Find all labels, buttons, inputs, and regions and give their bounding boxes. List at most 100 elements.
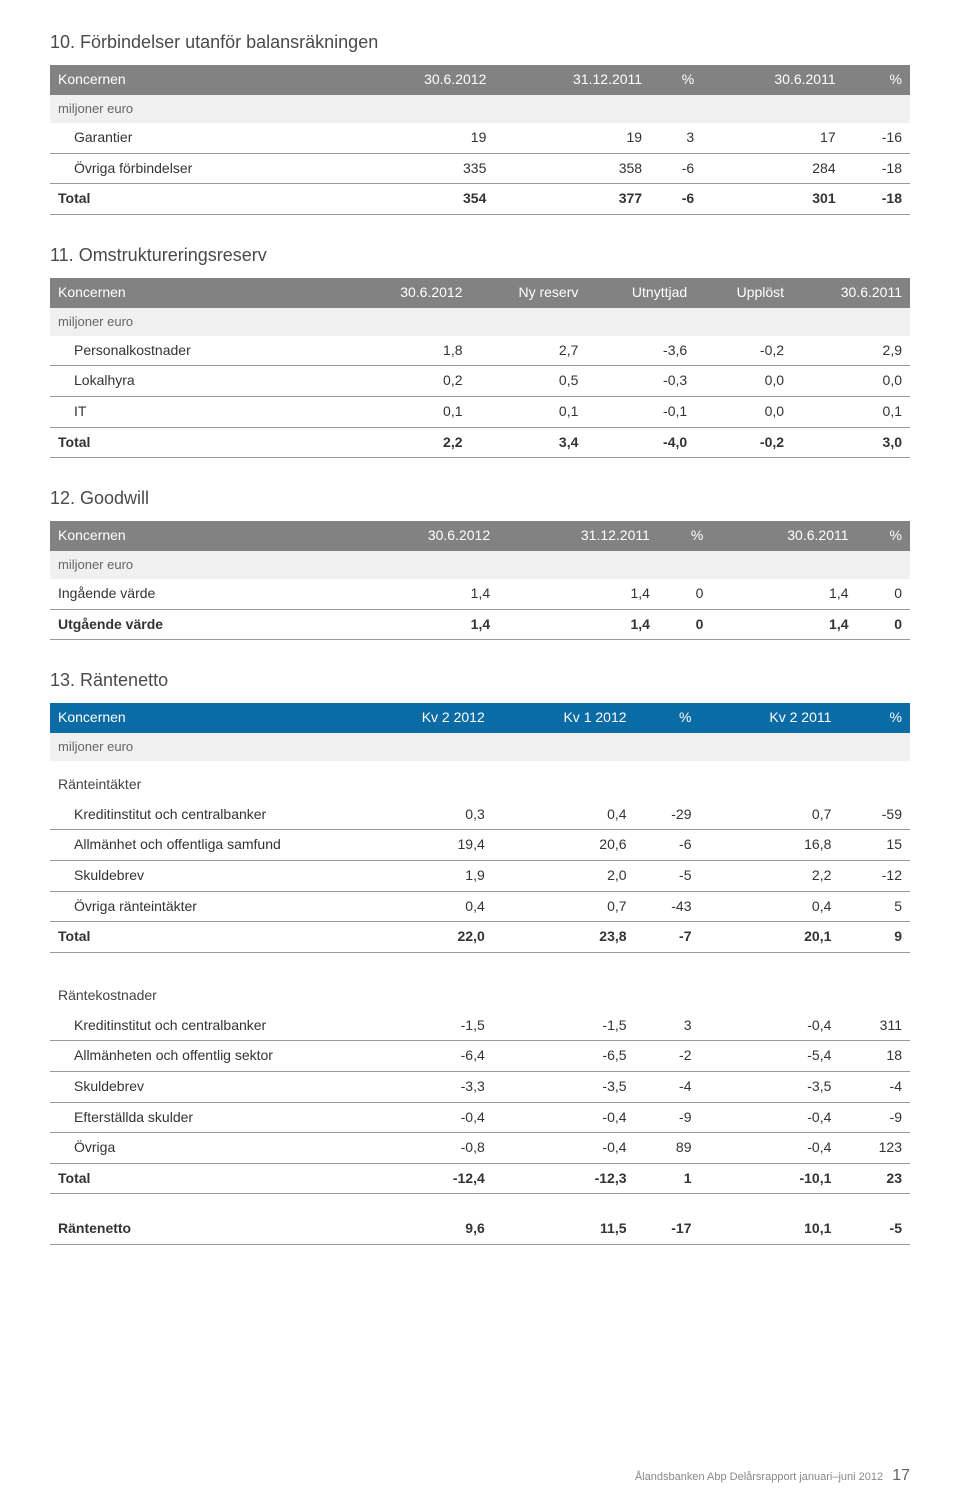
col-5: 30.6.2011: [792, 278, 910, 308]
net-row: Räntenetto 9,6 11,5 -17 10,1 -5: [50, 1214, 910, 1244]
total-label: Total: [50, 922, 351, 953]
expense-label: Räntekostnader: [50, 972, 351, 1011]
total-label: Total: [50, 1163, 351, 1194]
cell-value: -12: [839, 861, 910, 892]
net-val: 11,5: [493, 1214, 635, 1244]
table-row: Kreditinstitut och centralbanker0,30,4-2…: [50, 800, 910, 830]
row-label: Allmänheten och offentlig sektor: [50, 1041, 351, 1072]
col-label: Koncernen: [50, 65, 351, 95]
total-val: 23: [839, 1163, 910, 1194]
total-val: 1,4: [351, 609, 498, 640]
table-subhead: miljoner euro: [50, 733, 910, 761]
cell-value: 19: [351, 123, 494, 153]
cell-value: -59: [839, 800, 910, 830]
table-row: Skuldebrev1,92,0-52,2-12: [50, 861, 910, 892]
row-label: Allmänhet och offentliga samfund: [50, 830, 351, 861]
table-rantenetto: Koncernen Kv 2 2012 Kv 1 2012 % Kv 2 201…: [50, 703, 910, 1244]
col-label: Koncernen: [50, 278, 351, 308]
cell-value: 3: [650, 123, 702, 153]
income-label-row: Ränteintäkter: [50, 761, 910, 800]
col-label: Koncernen: [50, 521, 351, 551]
cell-value: 19: [494, 123, 650, 153]
total-val: -12,4: [351, 1163, 493, 1194]
row-label: Kreditinstitut och centralbanker: [50, 1011, 351, 1041]
cell-value: -0,4: [700, 1011, 840, 1041]
cell-value: 1,4: [498, 579, 658, 609]
col-2: 31.12.2011: [498, 521, 658, 551]
row-label: Efterställda skulder: [50, 1102, 351, 1133]
table-total-row: Total 354 377 -6 301 -18: [50, 184, 910, 215]
col-1: 30.6.2012: [351, 521, 498, 551]
col-5: %: [839, 703, 910, 733]
total-val: -10,1: [700, 1163, 840, 1194]
table-forbindelser: Koncernen 30.6.2012 31.12.2011 % 30.6.20…: [50, 65, 910, 215]
cell-value: 0,5: [471, 366, 587, 397]
table-row: Efterställda skulder-0,4-0,4-9-0,4-9: [50, 1102, 910, 1133]
cell-value: -5: [635, 861, 700, 892]
expense-body: Kreditinstitut och centralbanker-1,5-1,5…: [50, 1011, 910, 1163]
table-body: miljoner euro Personalkostnader1,82,7-3,…: [50, 308, 910, 427]
col-1: 30.6.2012: [351, 65, 494, 95]
total-val: 301: [702, 184, 843, 215]
total-val: 3,0: [792, 427, 910, 458]
cell-value: -0,4: [700, 1102, 840, 1133]
cell-value: -6: [650, 153, 702, 184]
income-total-row: Total 22,0 23,8 -7 20,1 9: [50, 922, 910, 953]
cell-value: 0,7: [493, 891, 635, 922]
cell-value: 0,0: [695, 366, 792, 397]
page-footer: Ålandsbanken Abp Delårsrapport januari–j…: [50, 1465, 910, 1487]
cell-value: 0,0: [695, 396, 792, 427]
total-val: 0: [857, 609, 910, 640]
cell-value: 0: [658, 579, 711, 609]
income-body: Kreditinstitut och centralbanker0,30,4-2…: [50, 800, 910, 922]
section-title: 13. Räntenetto: [50, 668, 910, 693]
table-row: Övriga-0,8-0,489-0,4123: [50, 1133, 910, 1164]
cell-value: -4: [635, 1072, 700, 1103]
total-val: 1: [635, 1163, 700, 1194]
total-val: 1,4: [498, 609, 658, 640]
cell-value: -0,4: [493, 1133, 635, 1164]
cell-value: -0,4: [700, 1133, 840, 1164]
cell-value: -3,3: [351, 1072, 493, 1103]
cell-value: 18: [839, 1041, 910, 1072]
table-subhead: miljoner euro: [50, 308, 910, 336]
section-title: 11. Omstruktureringsreserv: [50, 243, 910, 268]
cell-value: 284: [702, 153, 843, 184]
row-label: Kreditinstitut och centralbanker: [50, 800, 351, 830]
row-label: Skuldebrev: [50, 861, 351, 892]
row-label: Övriga förbindelser: [50, 153, 351, 184]
cell-value: -0,4: [493, 1102, 635, 1133]
cell-value: 0,4: [351, 891, 493, 922]
col-3: %: [650, 65, 702, 95]
income-label: Ränteintäkter: [50, 761, 351, 800]
cell-value: 311: [839, 1011, 910, 1041]
table-header-row: Koncernen 30.6.2012 31.12.2011 % 30.6.20…: [50, 521, 910, 551]
col-2: Kv 1 2012: [493, 703, 635, 733]
cell-value: 1,9: [351, 861, 493, 892]
cell-value: 2,0: [493, 861, 635, 892]
table-row: Allmänheten och offentlig sektor-6,4-6,5…: [50, 1041, 910, 1072]
total-val: -12,3: [493, 1163, 635, 1194]
row-label: Skuldebrev: [50, 1072, 351, 1103]
table-omstrukt: Koncernen 30.6.2012 Ny reserv Utnyttjad …: [50, 278, 910, 458]
cell-value: -16: [844, 123, 910, 153]
cell-value: 0,1: [471, 396, 587, 427]
col-4: 30.6.2011: [711, 521, 856, 551]
cell-value: 15: [839, 830, 910, 861]
cell-value: -6,5: [493, 1041, 635, 1072]
col-5: %: [857, 521, 910, 551]
cell-value: 0,3: [351, 800, 493, 830]
total-val: 22,0: [351, 922, 493, 953]
total-val: -18: [844, 184, 910, 215]
total-val: -7: [635, 922, 700, 953]
page-number: 17: [892, 1467, 910, 1484]
cell-value: -0,8: [351, 1133, 493, 1164]
cell-value: 1,8: [351, 336, 471, 366]
table-header-row: Koncernen 30.6.2012 Ny reserv Utnyttjad …: [50, 278, 910, 308]
cell-value: -9: [839, 1102, 910, 1133]
total-val: 377: [494, 184, 650, 215]
footer-text: Ålandsbanken Abp Delårsrapport januari–j…: [635, 1471, 883, 1483]
cell-value: -18: [844, 153, 910, 184]
table-row: Övriga ränteintäkter0,40,7-430,45: [50, 891, 910, 922]
col-3: %: [658, 521, 711, 551]
